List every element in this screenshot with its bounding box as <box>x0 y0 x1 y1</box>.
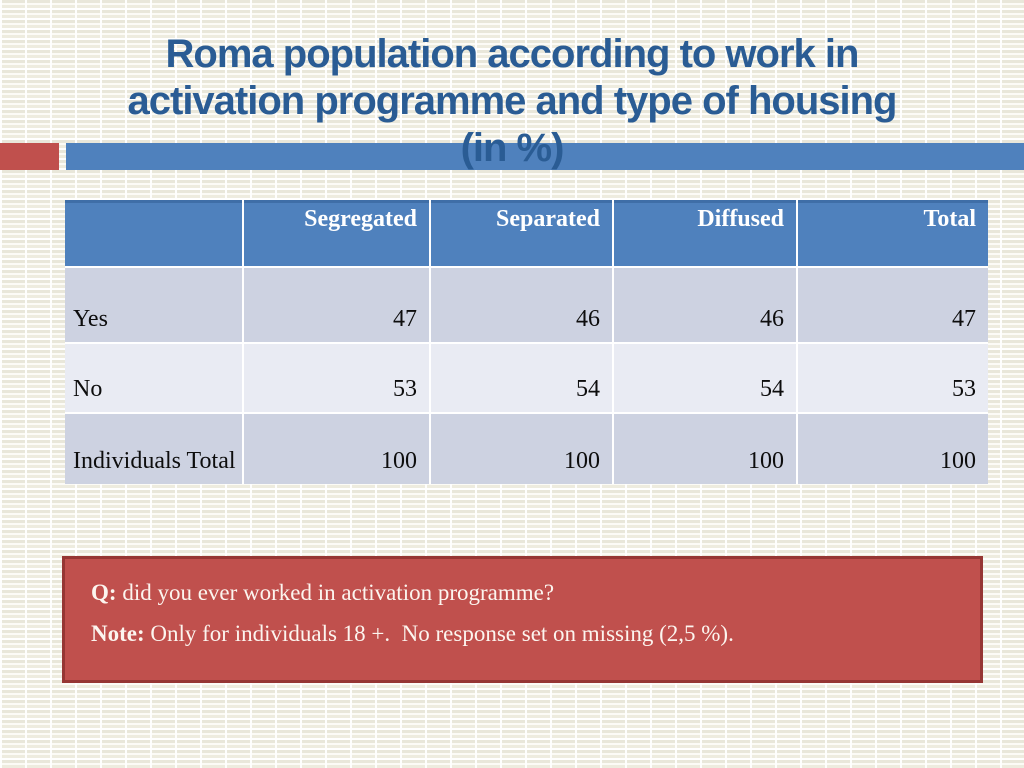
note-box: Q: did you ever worked in activation pro… <box>62 556 983 683</box>
note-line: Note: Only for individuals 18 +. No resp… <box>91 621 960 647</box>
row-yes-segregated: 47 <box>244 268 429 342</box>
row-no-separated: 54 <box>431 344 612 412</box>
page-title: Roma population according to work in act… <box>0 31 1024 172</box>
table-header-separated: Separated <box>431 200 612 266</box>
row-no-segregated: 53 <box>244 344 429 412</box>
row-yes-separated: 46 <box>431 268 612 342</box>
table-header-segregated: Segregated <box>244 200 429 266</box>
note-text: Only for individuals 18 +. No response s… <box>144 621 734 646</box>
question-line: Q: did you ever worked in activation pro… <box>91 580 960 606</box>
row-no-diffused: 54 <box>614 344 796 412</box>
row-no-total: 53 <box>798 344 988 412</box>
row-individuals-total-segregated: 100 <box>244 414 429 484</box>
title-line-2: activation programme and type of housing <box>127 79 898 123</box>
title-accent-red-block <box>0 143 59 170</box>
note-label: Note: <box>91 621 145 646</box>
row-individuals-total-diffused: 100 <box>614 414 796 484</box>
row-individuals-total-label: Individuals Total <box>65 414 242 484</box>
question-label: Q: <box>91 580 117 605</box>
row-yes-label: Yes <box>65 268 242 342</box>
housing-data-table: Segregated Separated Diffused Total Yes … <box>65 200 988 484</box>
table-header-empty <box>65 200 242 266</box>
question-text: did you ever worked in activation progra… <box>116 580 555 605</box>
title-accent-blue-bar <box>66 143 1024 170</box>
table-header-total: Total <box>798 200 988 266</box>
table-header-diffused: Diffused <box>614 200 796 266</box>
row-individuals-total-separated: 100 <box>431 414 612 484</box>
title-line-1: Roma population according to work in <box>165 32 860 76</box>
row-no-label: No <box>65 344 242 412</box>
title-line-3: (in %) <box>460 126 565 170</box>
row-yes-total: 47 <box>798 268 988 342</box>
row-yes-diffused: 46 <box>614 268 796 342</box>
row-individuals-total-total: 100 <box>798 414 988 484</box>
